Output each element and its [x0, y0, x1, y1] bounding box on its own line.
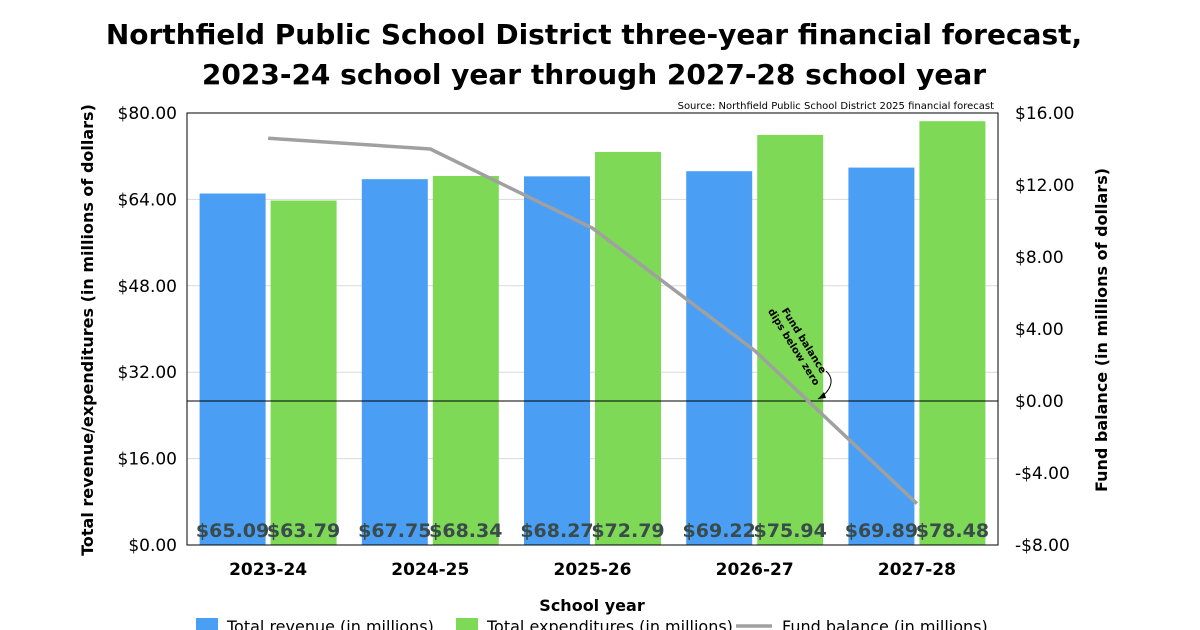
revenue-bar: [361, 179, 428, 545]
expenditure-bar: [270, 200, 337, 545]
y-right-tick-label: $8.00: [1015, 248, 1064, 268]
x-tick-label: 2024-25: [391, 560, 469, 580]
revenue-bar: [199, 193, 266, 545]
revenue-data-label: $69.22: [683, 520, 756, 542]
expenditure-data-label: $63.79: [267, 520, 340, 542]
legend: Total revenue (in millions) Total expendi…: [196, 617, 988, 630]
y-right-tick-label: $4.00: [1015, 320, 1064, 340]
axes: $0.00 $16.00 $32.00 $48.00 $64.00 $80.00 -$8.0…: [118, 104, 1075, 580]
legend-label: Fund balance (in millions): [782, 617, 988, 630]
revenue-data-label: $65.09: [196, 520, 269, 542]
plot-frame: [186, 112, 999, 546]
y-right-tick-label: $12.00: [1015, 176, 1074, 196]
legend-label: Total revenue (in millions): [226, 617, 434, 630]
y-left-tick-label: $48.00: [118, 277, 177, 297]
y-left-tick-label: $80.00: [118, 104, 177, 124]
y-right-tick-label: -$4.00: [1015, 464, 1070, 484]
fund-balance-layer: [267, 136, 919, 505]
annotation-arrowhead: [818, 392, 826, 399]
y-left-tick-label: $0.00: [128, 536, 177, 556]
y-left-tick-label: $64.00: [118, 190, 177, 210]
y-right-tick-label: -$8.00: [1015, 536, 1070, 556]
expenditure-bar: [919, 121, 986, 545]
y-left-tick-label: $16.00: [118, 450, 177, 470]
expenditure-bar: [757, 134, 824, 545]
x-tick-label: 2026-27: [716, 560, 794, 580]
revenue-bar: [848, 167, 915, 545]
legend-swatch: [456, 618, 478, 630]
x-tick-label: 2025-26: [553, 560, 631, 580]
chart-title-line2: 2023-24 school year through 2027-28 scho…: [202, 58, 986, 91]
y-right-tick-label: $0.00: [1015, 392, 1064, 412]
legend-swatch: [196, 618, 218, 630]
revenue-data-label: $67.75: [358, 520, 431, 542]
x-tick-label: 2027-28: [878, 560, 956, 580]
revenue-data-label: $68.27: [520, 520, 593, 542]
expenditure-data-label: $75.94: [754, 520, 827, 542]
chart-source: Source: Northfield Public School Distric…: [678, 101, 994, 112]
revenue-bar: [686, 171, 753, 545]
bars: [199, 121, 986, 546]
revenue-data-label: $69.89: [845, 520, 918, 542]
data-labels: $65.09 $67.75 $68.27 $69.22 $69.89 $63.79 $68.…: [196, 520, 989, 542]
y-axis-right-title: Fund balance (in millions of dollars): [1092, 168, 1111, 492]
revenue-bar: [524, 176, 590, 546]
x-tick-label: 2023-24: [229, 560, 307, 580]
legend-label: Total expenditures (in millions): [486, 617, 733, 630]
y-right-tick-label: $16.00: [1015, 104, 1074, 124]
y-axis-left-title: Total revenue/expenditures (in millions …: [78, 104, 97, 556]
y-left-tick-label: $32.00: [118, 363, 177, 383]
expenditure-bar: [432, 175, 499, 546]
fund-balance-line: [267, 136, 919, 505]
expenditure-data-label: $78.48: [916, 520, 989, 542]
chart-title-line1: Northfield Public School District three-…: [106, 18, 1082, 51]
x-axis-title: School year: [539, 596, 645, 615]
expenditure-bar: [595, 151, 661, 545]
expenditure-data-label: $72.79: [591, 520, 664, 542]
expenditure-data-label: $68.34: [429, 520, 502, 542]
